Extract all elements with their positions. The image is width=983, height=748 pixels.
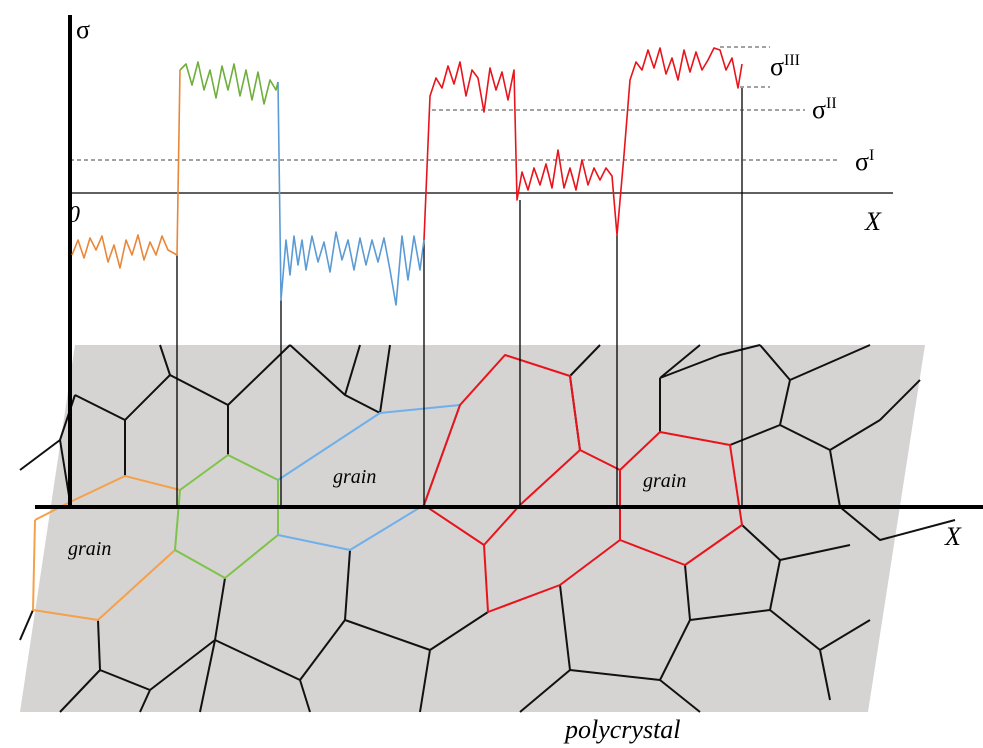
level-label: σI xyxy=(855,147,874,176)
diagram: σ 0 X σI σII σIII X grain grain grain po… xyxy=(0,0,983,748)
level-label: σIII xyxy=(770,52,800,81)
stress-signal xyxy=(72,70,180,268)
caption: polycrystal xyxy=(563,715,681,744)
grain-label: grain xyxy=(643,470,686,492)
y-axis-label: σ xyxy=(76,15,90,44)
origin-label: 0 xyxy=(68,202,80,228)
polycrystal-plane xyxy=(20,345,925,712)
grain-label: grain xyxy=(333,466,376,488)
x-axis-label: X xyxy=(864,207,882,236)
stress-signal xyxy=(180,62,278,104)
stress-signal xyxy=(424,48,742,240)
level-label: σII xyxy=(812,95,837,124)
grain-label: grain xyxy=(68,538,111,560)
x-axis-label: X xyxy=(944,522,962,551)
